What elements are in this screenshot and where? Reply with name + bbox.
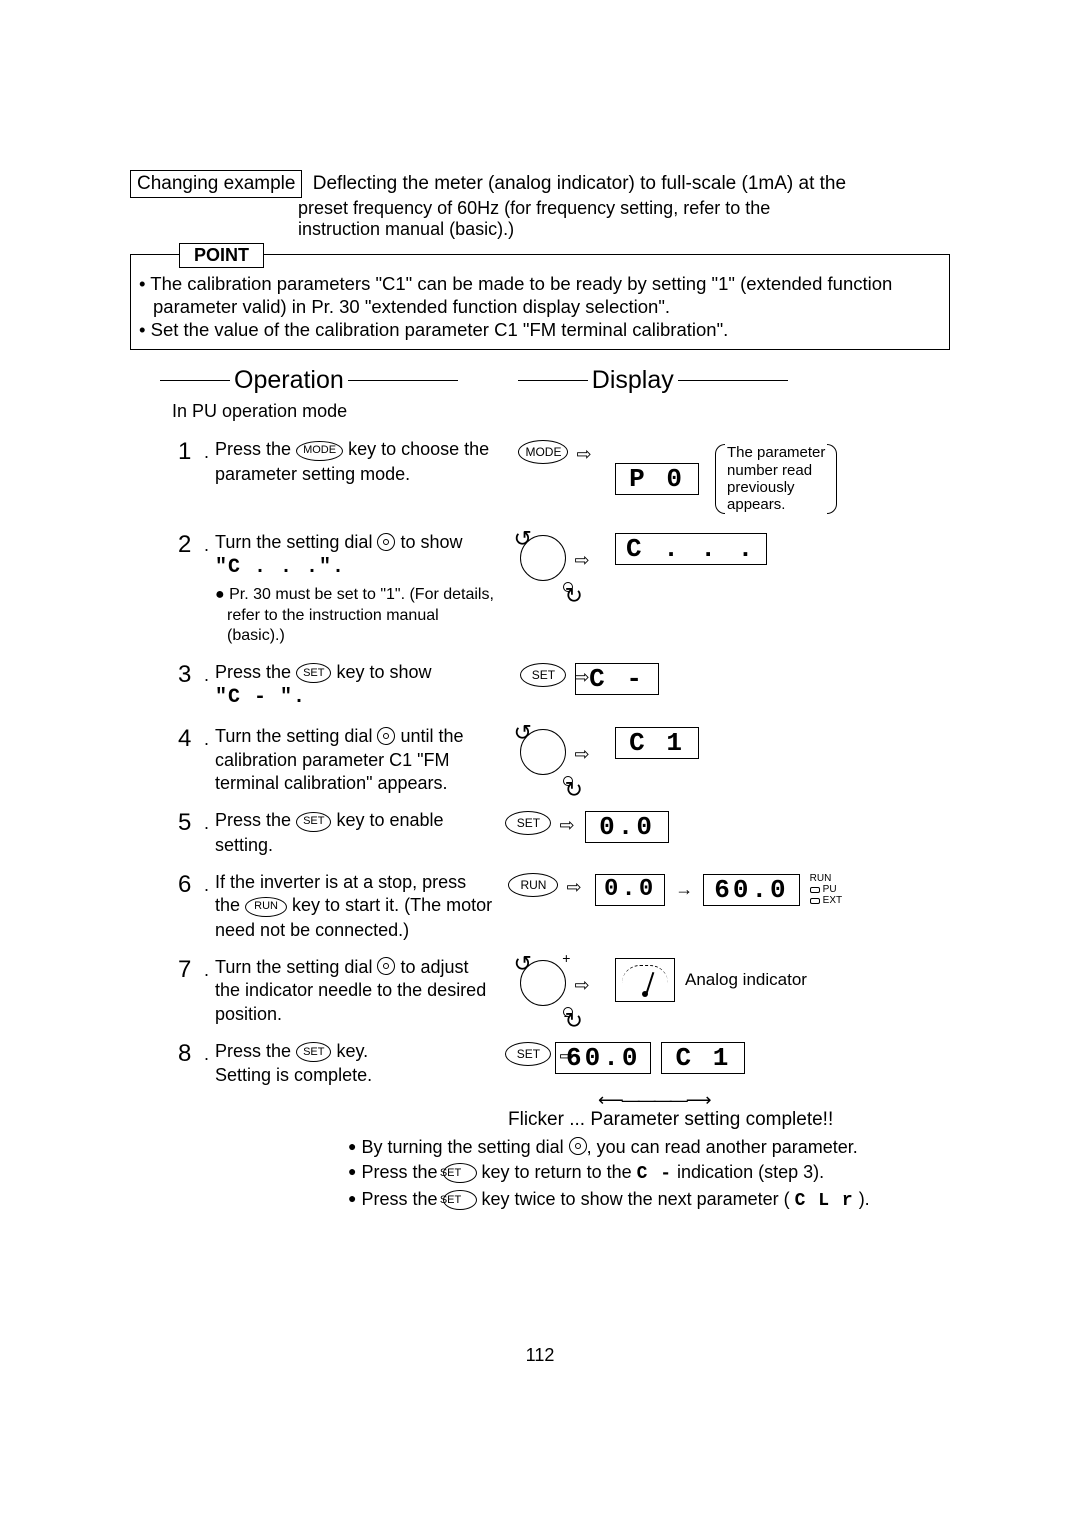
step-5: 5. Press the SET key to enable setting. … bbox=[178, 809, 950, 857]
step-3-text: Press the SET key to show "C - ". bbox=[215, 661, 495, 711]
step-1-num: 1 bbox=[178, 438, 202, 466]
point-item-1: • The calibration parameters "C1" can be… bbox=[139, 272, 941, 318]
step-1: 1. Press the MODE key to choose the para… bbox=[178, 438, 950, 517]
example-text-3: instruction manual (basic).) bbox=[298, 219, 950, 240]
set-key-icon: SET bbox=[296, 663, 331, 683]
point-box: POINT • The calibration parameters "C1" … bbox=[130, 254, 950, 350]
section-headers: Operation Display bbox=[130, 366, 950, 395]
step-7: 7. Turn the setting dial to adjust the i… bbox=[178, 956, 950, 1026]
steps: 1. Press the MODE key to choose the para… bbox=[178, 438, 950, 1211]
led-indicators: RUN PU EXT bbox=[810, 873, 842, 906]
dial-inline-icon bbox=[377, 533, 395, 551]
set-key-large-icon: SET bbox=[520, 663, 566, 687]
step-4-text: Turn the setting dial until the calibrat… bbox=[215, 725, 495, 795]
step-7-num: 7 bbox=[178, 956, 202, 984]
step-5-num: 5 bbox=[178, 809, 202, 837]
arrow-icon: ⇨ bbox=[576, 444, 591, 465]
arrow-icon: ⇨ bbox=[574, 744, 589, 765]
arrow-icon: ⇨ bbox=[574, 975, 589, 996]
dial-icon bbox=[520, 729, 566, 775]
step-8-text: Press the SET key. Setting is complete. bbox=[215, 1040, 495, 1088]
flicker-arrow-icon: ⟵————⟶ bbox=[598, 1090, 950, 1111]
display-8b: C 1 bbox=[661, 1042, 745, 1074]
subtitle: In PU operation mode bbox=[172, 401, 950, 422]
set-key-icon: SET bbox=[443, 1163, 477, 1183]
page-number: 112 bbox=[0, 1345, 1080, 1366]
changing-example-label: Changing example bbox=[130, 170, 302, 198]
note-3: ● Press the SET key twice to show the ne… bbox=[348, 1189, 950, 1212]
step-5-text: Press the SET key to enable setting. bbox=[215, 809, 495, 857]
step-1-text: Press the MODE key to choose the paramet… bbox=[215, 438, 495, 486]
arrow-icon: ⇨ bbox=[559, 815, 574, 836]
dial-icon bbox=[520, 535, 566, 581]
step-2-text: Turn the setting dial to show "C . . .".… bbox=[215, 531, 495, 647]
changing-example-block: Changing example Deflecting the meter (a… bbox=[130, 170, 950, 240]
step-4-num: 4 bbox=[178, 725, 202, 753]
mode-key-icon: MODE bbox=[296, 441, 343, 461]
step-8-num: 8 bbox=[178, 1040, 202, 1068]
display-2: C . . . bbox=[615, 533, 767, 565]
arrow-small-icon: → bbox=[675, 879, 693, 900]
display-6b: 60.0 bbox=[703, 874, 799, 906]
flicker-text: Flicker ... Parameter setting complete!! bbox=[508, 1109, 950, 1131]
point-body: • The calibration parameters "C1" can be… bbox=[139, 272, 941, 341]
header-operation: Operation bbox=[230, 366, 348, 395]
analog-meter-icon bbox=[615, 958, 675, 1002]
header-display: Display bbox=[588, 366, 678, 395]
step-2: 2. Turn the setting dial to show "C . . … bbox=[178, 531, 950, 647]
example-text-2: preset frequency of 60Hz (for frequency … bbox=[298, 198, 950, 219]
run-key-icon: RUN bbox=[245, 897, 287, 917]
step-6-num: 6 bbox=[178, 871, 202, 899]
dial-inline-icon bbox=[569, 1137, 587, 1155]
set-key-icon: SET bbox=[443, 1190, 477, 1210]
footer-notes: ● By turning the setting dial , you can … bbox=[348, 1137, 950, 1212]
display-1: P 0 bbox=[615, 463, 699, 495]
point-item-2: • Set the value of the calibration param… bbox=[139, 318, 941, 341]
step-2-num: 2 bbox=[178, 531, 202, 559]
step-8: 8. Press the SET key. Setting is complet… bbox=[178, 1040, 950, 1088]
step-6-text: If the inverter is at a stop, press the … bbox=[215, 871, 495, 942]
dial-inline-icon bbox=[377, 957, 395, 975]
note-2: ● Press the SET key to return to the C -… bbox=[348, 1162, 950, 1185]
mode-key-large-icon: MODE bbox=[518, 440, 568, 464]
display-6a: 0.0 bbox=[595, 874, 665, 906]
display-8a: 60.0 bbox=[555, 1042, 651, 1074]
set-key-large-icon: SET bbox=[505, 1042, 551, 1066]
example-text-1: Deflecting the meter (analog indicator) … bbox=[307, 173, 846, 194]
step-6: 6. If the inverter is at a stop, press t… bbox=[178, 871, 950, 942]
display-5: 0.0 bbox=[585, 811, 669, 843]
display-3: C - bbox=[575, 663, 659, 695]
step-3-num: 3 bbox=[178, 661, 202, 689]
set-key-large-icon: SET bbox=[505, 811, 551, 835]
set-key-icon: SET bbox=[296, 812, 331, 832]
arrow-icon: ⇨ bbox=[566, 877, 581, 898]
display-4: C 1 bbox=[615, 727, 699, 759]
param-bubble: The parameter number read previously app… bbox=[715, 440, 837, 517]
set-key-icon: SET bbox=[296, 1042, 331, 1062]
analog-indicator-label: Analog indicator bbox=[685, 970, 807, 990]
run-key-large-icon: RUN bbox=[508, 873, 558, 897]
step-7-text: Turn the setting dial to adjust the indi… bbox=[215, 956, 495, 1026]
dial-icon bbox=[520, 960, 566, 1006]
arrow-icon: ⇨ bbox=[574, 550, 589, 571]
point-label: POINT bbox=[179, 243, 264, 268]
step-4: 4. Turn the setting dial until the calib… bbox=[178, 725, 950, 795]
note-1: ● By turning the setting dial , you can … bbox=[348, 1137, 950, 1158]
step-3: 3. Press the SET key to show "C - ". SET… bbox=[178, 661, 950, 711]
dial-inline-icon bbox=[377, 727, 395, 745]
